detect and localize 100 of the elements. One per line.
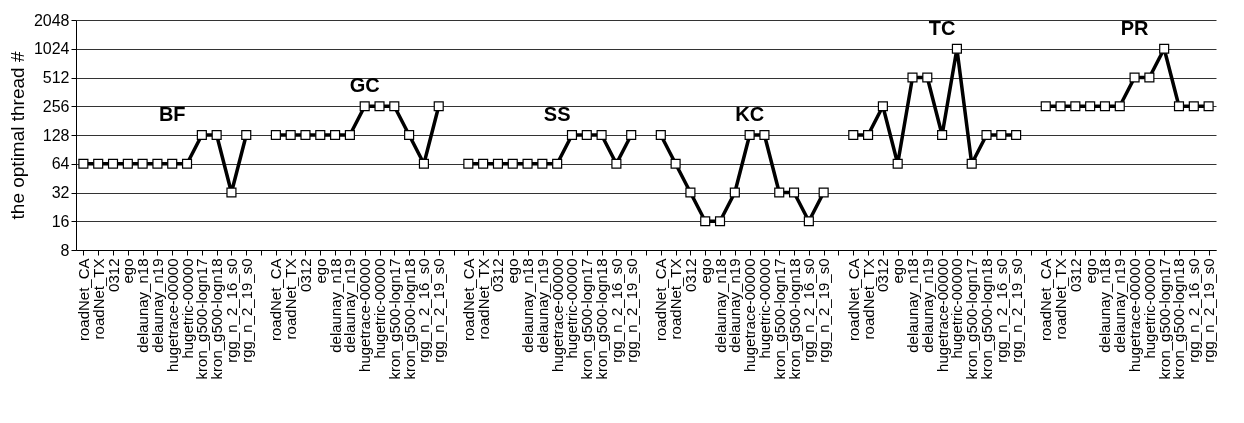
point <box>1203 101 1214 112</box>
x-tick-label: ego <box>696 258 714 284</box>
point <box>537 158 548 169</box>
y-tick-label: 256 <box>42 97 70 115</box>
point <box>226 187 237 198</box>
point <box>611 158 622 169</box>
point <box>1114 101 1125 112</box>
y-axis-title: the optimal thread # <box>6 51 28 220</box>
point <box>492 158 504 169</box>
point <box>374 101 385 112</box>
point <box>774 187 785 198</box>
point <box>981 129 992 141</box>
point <box>1099 101 1111 112</box>
series-label: PR <box>1120 16 1150 39</box>
point <box>744 129 755 141</box>
x-tick-label: ego <box>119 258 137 284</box>
series-label: TC <box>928 16 956 39</box>
point <box>433 101 444 112</box>
series-label: SS <box>543 103 571 125</box>
point <box>418 158 429 169</box>
y-tick-label: 128 <box>42 126 70 144</box>
point <box>1085 101 1096 112</box>
point <box>181 158 193 169</box>
point <box>1129 72 1140 83</box>
x-tick-label: roadNet_CA <box>459 258 477 342</box>
point <box>714 216 726 227</box>
x-tick-label: roadNet_CA <box>1037 258 1055 342</box>
point <box>1011 129 1022 141</box>
point <box>1173 101 1185 112</box>
point <box>966 158 977 169</box>
x-tick-label: roadNet_CA <box>844 258 862 342</box>
y-tick-label: 1024 <box>33 40 70 58</box>
point <box>107 158 119 169</box>
point <box>1188 101 1199 112</box>
point <box>818 187 829 198</box>
x-tick-label: ego <box>504 258 522 284</box>
point <box>196 129 207 141</box>
point <box>122 158 133 169</box>
point <box>892 158 903 169</box>
y-tick-label: 2048 <box>33 11 70 29</box>
series-label: GC <box>349 74 380 97</box>
point <box>137 158 148 169</box>
point <box>300 129 311 141</box>
x-tick-label: roadNet_CA <box>74 258 92 342</box>
x-tick-label: ego <box>311 258 329 284</box>
point <box>507 158 518 169</box>
x-tick-label: roadNet_CA <box>267 258 285 342</box>
point <box>389 101 400 112</box>
point <box>922 72 933 83</box>
series-label: BF <box>158 103 186 125</box>
point <box>330 129 341 141</box>
x-tick-label: roadNet_TX <box>859 258 877 340</box>
x-tick-label: roadNet_TX <box>89 258 107 340</box>
point <box>463 158 474 169</box>
point <box>78 158 89 169</box>
point <box>359 101 370 112</box>
point <box>93 158 104 169</box>
point <box>729 187 740 198</box>
point <box>670 158 681 169</box>
point <box>522 158 533 169</box>
point <box>315 129 326 141</box>
y-tick-label: 16 <box>51 212 70 230</box>
point <box>700 216 711 227</box>
point <box>951 43 962 54</box>
y-tick-label: 64 <box>51 155 70 173</box>
point <box>152 158 163 169</box>
point <box>596 129 607 141</box>
point <box>907 72 918 83</box>
x-tick-label: 0312 <box>874 258 892 292</box>
point <box>1144 72 1155 83</box>
y-tick-label: 32 <box>51 184 70 201</box>
point <box>1040 101 1051 112</box>
point <box>167 158 178 169</box>
point <box>285 129 296 141</box>
point <box>1055 101 1066 112</box>
point <box>552 158 563 169</box>
series-label: KC <box>735 103 765 125</box>
point <box>478 158 489 169</box>
point <box>937 129 948 141</box>
point <box>241 129 252 141</box>
x-tick-label: roadNet_CA <box>652 258 670 342</box>
y-tick-label: 512 <box>42 69 70 86</box>
point <box>566 129 578 141</box>
point <box>788 187 800 198</box>
point <box>581 129 592 141</box>
x-tick-label: ego <box>1081 258 1099 284</box>
point <box>685 187 696 198</box>
point <box>759 129 770 141</box>
point <box>996 129 1007 141</box>
point <box>803 216 814 227</box>
point <box>848 129 859 141</box>
x-tick-label: 0312 <box>489 258 507 292</box>
point <box>655 129 666 141</box>
point <box>1070 101 1081 112</box>
x-tick-label: 0312 <box>104 258 122 292</box>
point <box>877 101 888 112</box>
x-tick-label: roadNet_TX <box>474 258 492 340</box>
point <box>1159 43 1170 54</box>
point <box>344 129 355 141</box>
point <box>626 129 637 141</box>
